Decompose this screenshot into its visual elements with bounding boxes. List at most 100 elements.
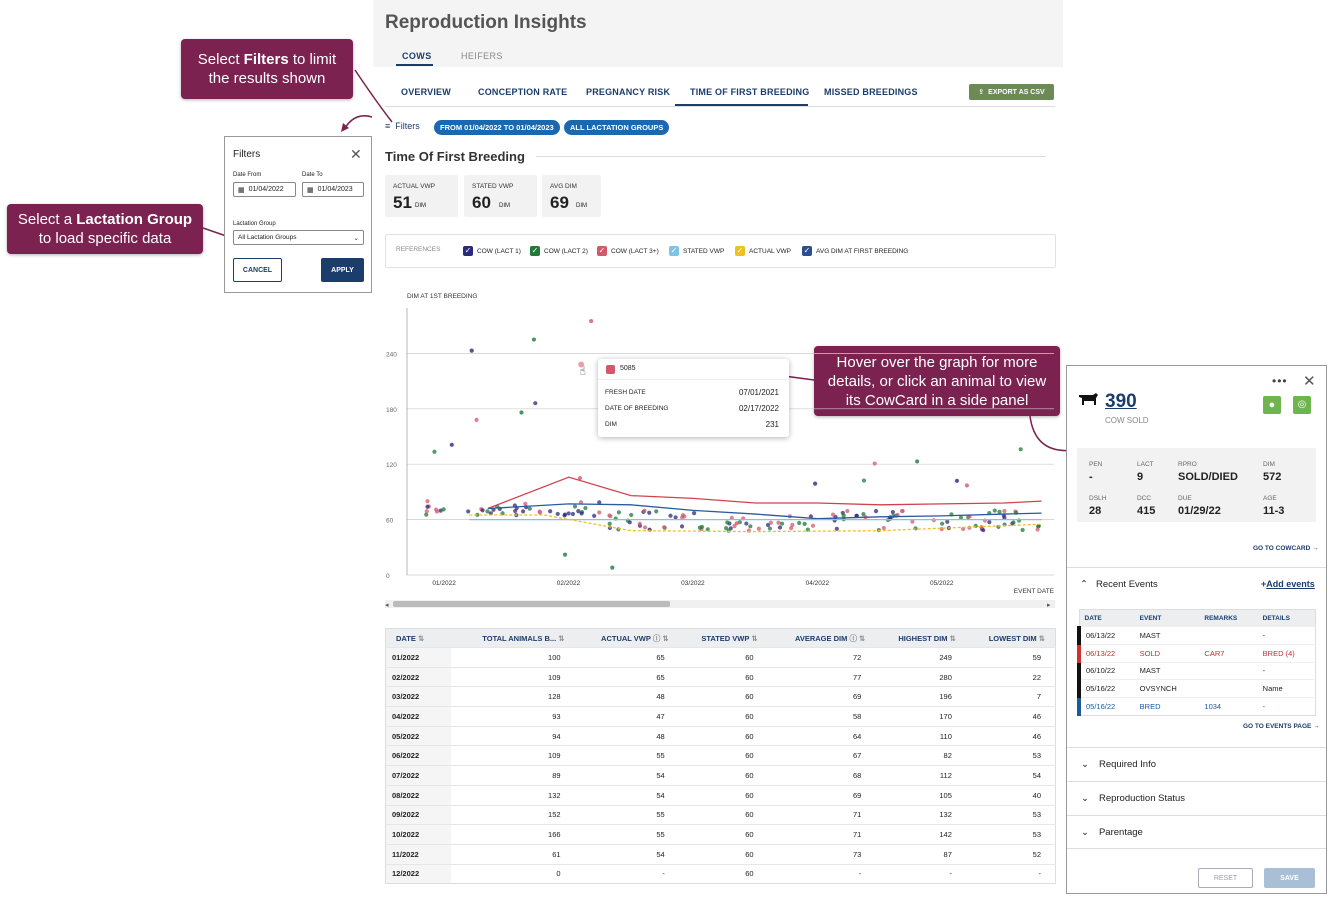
scatter-point[interactable] — [810, 523, 816, 528]
apply-button[interactable]: APPLY — [321, 258, 364, 282]
scatter-point[interactable] — [474, 417, 479, 422]
date-from-input[interactable]: ▦ 01/04/2022 — [233, 182, 296, 197]
scatter-point[interactable] — [779, 521, 785, 526]
scatter-point[interactable] — [748, 524, 753, 529]
highlighted-point[interactable] — [578, 361, 585, 368]
scatter-point[interactable] — [841, 513, 846, 518]
scatter-point[interactable] — [744, 521, 749, 526]
scatter-point[interactable] — [872, 461, 877, 466]
scatter-point[interactable] — [578, 500, 584, 505]
scatter-point[interactable] — [523, 501, 528, 506]
scatter-point[interactable] — [1020, 527, 1025, 533]
scatter-point[interactable] — [576, 508, 581, 514]
scatter-point[interactable] — [589, 318, 594, 324]
scatter-point[interactable] — [642, 525, 648, 530]
add-events-link[interactable]: +Add events — [1261, 579, 1315, 589]
scatter-point[interactable] — [673, 515, 678, 520]
scatter-point[interactable] — [756, 526, 761, 531]
scatter-point[interactable] — [813, 481, 818, 486]
scatter-point[interactable] — [519, 410, 524, 415]
column-header[interactable]: LOWEST DIM ⇅ — [965, 628, 1056, 648]
ref-lact1[interactable]: ✓ COW (LACT 1) — [463, 246, 521, 256]
event-row[interactable]: 06/10/22 MAST - — [1077, 661, 1316, 680]
reset-button[interactable]: RESET — [1198, 868, 1253, 888]
column-header[interactable]: HIGHEST DIM ⇅ — [875, 628, 966, 648]
scatter-point[interactable] — [1035, 527, 1040, 532]
cow-id-link[interactable]: 390 — [1105, 391, 1137, 412]
scatter-point[interactable] — [432, 449, 437, 454]
scatter-point[interactable] — [441, 507, 446, 512]
scatter-point[interactable] — [881, 525, 886, 531]
scatter-point[interactable] — [790, 522, 795, 528]
event-row[interactable]: 06/13/22 SOLD CAR7 BRED (4) — [1077, 643, 1316, 663]
date-to-input[interactable]: ▦ 01/04/2023 — [302, 182, 364, 197]
scatter-point[interactable] — [1011, 520, 1016, 525]
cancel-button[interactable]: CANCEL — [233, 258, 282, 282]
column-header[interactable]: AVERAGE DIM ⓘ ⇅ — [767, 628, 876, 648]
scatter-point[interactable] — [537, 509, 542, 514]
scatter-point[interactable] — [562, 552, 568, 557]
scatter-point[interactable] — [562, 513, 567, 518]
scatter-point[interactable] — [873, 508, 879, 514]
scatter-point[interactable] — [732, 524, 737, 529]
scatter-point[interactable] — [987, 520, 992, 525]
scatter-point[interactable] — [607, 521, 612, 526]
scatter-point[interactable] — [954, 478, 960, 483]
ref-actual-vwp[interactable]: ✓ ACTUAL VWP — [735, 246, 792, 256]
scatter-point[interactable] — [597, 510, 602, 515]
scatter-point[interactable] — [964, 483, 970, 488]
scatter-point[interactable] — [425, 504, 430, 509]
scatter-point[interactable] — [765, 522, 771, 528]
close-icon[interactable]: ✕ — [350, 146, 362, 162]
scatter-point[interactable] — [679, 524, 685, 529]
scatter-point[interactable] — [531, 337, 537, 342]
scatter-point[interactable] — [910, 519, 915, 524]
scatter-point[interactable] — [777, 525, 783, 530]
event-row[interactable]: 05/16/22 OVSYNCH Name — [1077, 679, 1316, 698]
scatter-point[interactable] — [768, 520, 773, 525]
ref-avg-dim[interactable]: ✓ AVG DIM AT FIRST BREEDING — [802, 246, 909, 256]
scatter-point[interactable] — [555, 511, 560, 517]
scatter-point[interactable] — [845, 508, 850, 514]
ref-stated-vwp[interactable]: ✓ STATED VWP — [669, 246, 725, 256]
scatter-point[interactable] — [945, 519, 950, 524]
scatter-point[interactable] — [597, 500, 602, 505]
scatter-point[interactable] — [691, 510, 697, 516]
scatter-point[interactable] — [475, 512, 480, 517]
scatter-point[interactable] — [680, 513, 686, 518]
scatter-point[interactable] — [997, 509, 1002, 514]
event-row[interactable]: 06/13/22 MAST - — [1077, 626, 1316, 645]
scatter-point[interactable] — [425, 499, 430, 504]
tab-overview[interactable]: OVERVIEW — [401, 87, 451, 97]
scatter-point[interactable] — [802, 521, 807, 526]
scatter-point[interactable] — [1018, 447, 1023, 452]
column-header[interactable]: STATED VWP ⇅ — [678, 628, 768, 648]
scatter-point[interactable] — [642, 508, 647, 513]
recent-events-toggle[interactable]: ⌃ Recent Events — [1080, 579, 1158, 590]
column-header[interactable]: TOTAL ANIMALS B... ⇅ — [450, 628, 575, 648]
scatter-point[interactable] — [570, 511, 576, 517]
export-csv-button[interactable]: ⇪ EXPORT AS CSV — [969, 84, 1054, 100]
ref-lact3[interactable]: ✓ COW (LACT 3+) — [597, 246, 659, 256]
scatter-point[interactable] — [915, 459, 920, 464]
scatter-point[interactable] — [861, 478, 867, 483]
scatter-point[interactable] — [566, 511, 571, 516]
scatter-point[interactable] — [637, 521, 642, 526]
go-to-events-link[interactable]: GO TO EVENTS PAGE → — [1243, 723, 1320, 730]
scatter-point[interactable] — [890, 510, 895, 515]
subtab-heifers[interactable]: HEIFERS — [461, 51, 503, 61]
subtab-cows[interactable]: COWS — [402, 51, 432, 61]
lactation-chip[interactable]: ALL LACTATION GROUPS — [564, 120, 670, 135]
scatter-point[interactable] — [1002, 508, 1007, 514]
column-header[interactable]: DATE ⇅ — [385, 628, 451, 648]
scatter-point[interactable] — [797, 520, 802, 526]
health-icon[interactable]: ◎ — [1293, 396, 1311, 414]
column-header[interactable]: ACTUAL VWP ⓘ ⇅ — [574, 628, 679, 648]
lactation-group-select[interactable]: All Lactation Groups ⌄ — [233, 230, 364, 245]
scatter-point[interactable] — [572, 504, 578, 509]
scatter-point[interactable] — [577, 475, 583, 481]
scatter-point[interactable] — [725, 520, 730, 525]
scatter-point[interactable] — [789, 526, 794, 531]
scatter-point[interactable] — [830, 512, 836, 517]
milk-drop-icon[interactable]: ● — [1263, 396, 1281, 414]
